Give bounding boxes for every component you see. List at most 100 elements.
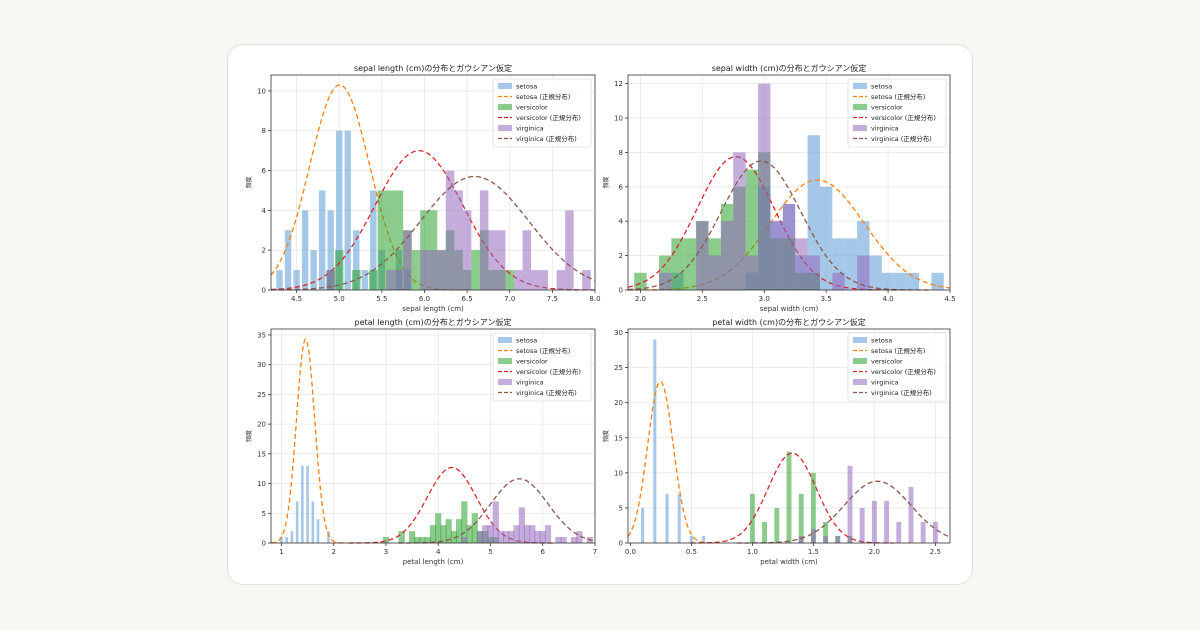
y-tick-label: 6: [262, 167, 267, 175]
bar-setosa: [677, 493, 681, 543]
plot-frame: [270, 328, 596, 544]
curve-virginica: [271, 175, 596, 291]
bar-setosa: [280, 537, 283, 543]
legend-label: virginica: [871, 124, 899, 132]
bar-versicolor: [466, 525, 473, 543]
bar-versicolor: [424, 537, 431, 543]
bar-setosa: [869, 255, 882, 290]
legend-swatch: [498, 337, 512, 343]
x-tick-label: 2.0: [635, 295, 646, 303]
y-tick-label: 2: [262, 247, 266, 255]
x-tick-label: 6.0: [419, 295, 430, 303]
bar-virginica: [497, 531, 505, 543]
x-tick-label: 1: [279, 548, 283, 556]
bar-virginica: [462, 210, 472, 290]
bar-versicolor: [634, 272, 647, 290]
bar-virginica: [479, 190, 489, 290]
bar-virginica: [770, 221, 783, 290]
legend: setosa setosa (正規分布) versicolor versicolor …: [492, 78, 592, 148]
legend-label: setosa (正規分布): [871, 92, 925, 101]
bar-setosa: [844, 238, 858, 290]
bar-virginica: [859, 507, 865, 543]
bar-versicolor: [394, 190, 404, 290]
legend-swatch: [853, 125, 867, 131]
bar-versicolor: [810, 472, 816, 543]
y-tick-label: 35: [257, 331, 266, 339]
chart-title: sepal width (cm)の分布とガウシアン仮定: [712, 63, 867, 73]
legend-label: setosa (正規分布): [516, 346, 570, 355]
bar-versicolor: [749, 493, 755, 543]
legend-swatch: [498, 358, 512, 364]
legend-swatch: [498, 125, 512, 131]
bar-setosa: [301, 465, 304, 543]
y-tick-label: 15: [614, 434, 623, 442]
chart-panel-1: 4.5 5.0 5.5 6.0 6.5 7.0 7.5 8.0 0 2 4 6 8 10 sepal len…: [245, 63, 601, 313]
y-tick-label: 8: [619, 149, 623, 157]
x-tick-label: 1.0: [747, 548, 758, 556]
bar-versicolor: [798, 493, 804, 543]
bar-virginica: [582, 270, 591, 290]
legend-label: versicolor: [871, 103, 903, 111]
legend-box: [847, 332, 947, 402]
x-tick-label: 4: [436, 548, 441, 556]
plot-frame: [270, 74, 596, 291]
bar-setosa: [318, 190, 326, 290]
bar-virginica: [508, 531, 515, 543]
legend-label: setosa (正規分布): [516, 92, 570, 101]
bar-virginica: [920, 521, 926, 543]
curve-setosa: [627, 380, 715, 544]
x-tick-label: 2.0: [869, 548, 880, 556]
bar-versicolor: [369, 270, 378, 290]
bar-virginica: [733, 152, 746, 290]
bar-virginica: [445, 170, 455, 290]
bar-virginica: [496, 230, 506, 290]
curve-virginica: [736, 480, 951, 544]
y-tick-label: 10: [257, 87, 266, 95]
bar-virginica: [518, 507, 525, 543]
legend-label: virginica: [516, 124, 544, 132]
bar-virginica: [487, 525, 494, 543]
y-tick-label: 5: [619, 504, 623, 512]
bar-virginica: [420, 250, 429, 290]
bar-virginica: [555, 537, 562, 543]
x-tick-label: 7.0: [504, 295, 515, 303]
bar-setosa: [284, 230, 292, 290]
curve-setosa: [270, 84, 466, 291]
legend-box: [492, 78, 592, 148]
chart-title: sepal length (cm)の分布とガウシアン仮定: [354, 63, 512, 73]
legend-label: setosa: [871, 336, 892, 344]
x-tick-label: 3.0: [759, 295, 770, 303]
bar-setosa: [702, 535, 706, 543]
x-tick-label: 4.5: [291, 295, 302, 303]
bar-setosa: [894, 272, 907, 290]
bar-virginica: [539, 531, 546, 543]
y-tick-label: 25: [257, 391, 266, 399]
bar-virginica: [708, 255, 721, 290]
bar-versicolor: [471, 513, 478, 543]
y-tick-label: 15: [257, 450, 266, 458]
y-tick-label: 4: [619, 218, 624, 226]
bar-versicolor: [334, 250, 344, 290]
legend-label: versicolor: [516, 357, 548, 365]
bar-virginica: [758, 83, 771, 290]
bar-setosa: [689, 535, 693, 543]
x-tick-label: 8.0: [589, 295, 600, 303]
legend-box: [847, 78, 947, 148]
bar-setosa: [353, 230, 360, 290]
bar-virginica: [565, 210, 574, 290]
chart-title: petal width (cm)の分布とガウシアン仮定: [712, 317, 866, 327]
bar-versicolor: [683, 238, 697, 290]
y-tick-label: 6: [619, 183, 624, 191]
legend-swatch: [853, 83, 867, 89]
x-tick-label: 6: [541, 548, 546, 556]
bar-setosa: [819, 186, 833, 290]
bar-versicolor: [440, 525, 447, 543]
bar-virginica: [896, 521, 902, 543]
bar-versicolor: [471, 250, 480, 290]
bar-virginica: [461, 537, 468, 543]
bar-virginica: [529, 525, 536, 543]
bar-virginica: [503, 531, 510, 543]
x-tick-label: 7: [593, 548, 597, 556]
bar-setosa: [316, 519, 320, 543]
bar-virginica: [798, 535, 804, 543]
